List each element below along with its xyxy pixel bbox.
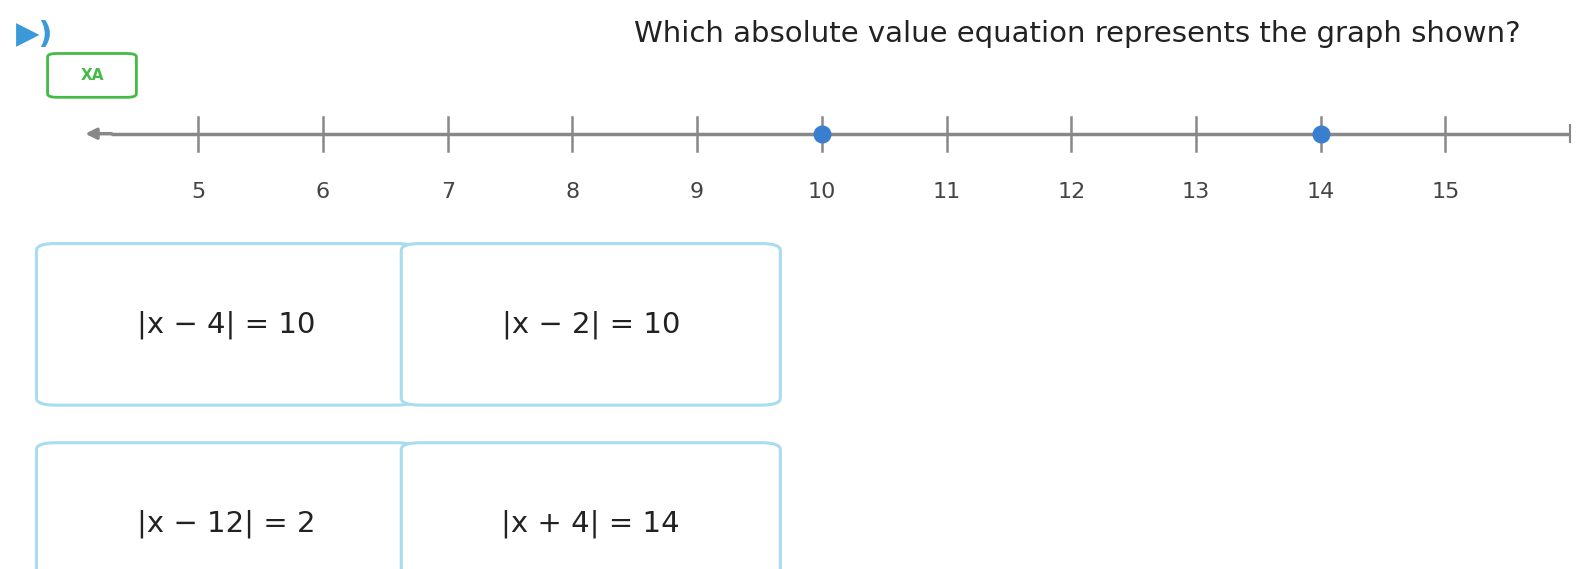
Text: 9: 9 (690, 182, 704, 202)
Text: 15: 15 (1431, 182, 1459, 202)
Text: 8: 8 (565, 182, 579, 202)
Text: 11: 11 (933, 182, 961, 202)
Text: 6: 6 (316, 182, 330, 202)
Text: 5: 5 (192, 182, 206, 202)
Text: ▶): ▶) (16, 20, 54, 49)
Text: 10: 10 (807, 182, 836, 202)
Text: XA: XA (81, 68, 103, 83)
FancyBboxPatch shape (401, 244, 780, 405)
Text: 12: 12 (1058, 182, 1085, 202)
Text: 7: 7 (441, 182, 455, 202)
Text: 14: 14 (1307, 182, 1335, 202)
Text: Which absolute value equation represents the graph shown?: Which absolute value equation represents… (634, 20, 1521, 48)
Text: 13: 13 (1182, 182, 1210, 202)
FancyBboxPatch shape (36, 443, 416, 569)
FancyBboxPatch shape (401, 443, 780, 569)
FancyBboxPatch shape (48, 53, 136, 97)
Text: |x − 4| = 10: |x − 4| = 10 (136, 310, 316, 339)
Text: |x + 4| = 14: |x + 4| = 14 (501, 509, 680, 538)
Text: |x − 12| = 2: |x − 12| = 2 (136, 509, 316, 538)
FancyBboxPatch shape (36, 244, 416, 405)
Text: |x − 2| = 10: |x − 2| = 10 (501, 310, 680, 339)
